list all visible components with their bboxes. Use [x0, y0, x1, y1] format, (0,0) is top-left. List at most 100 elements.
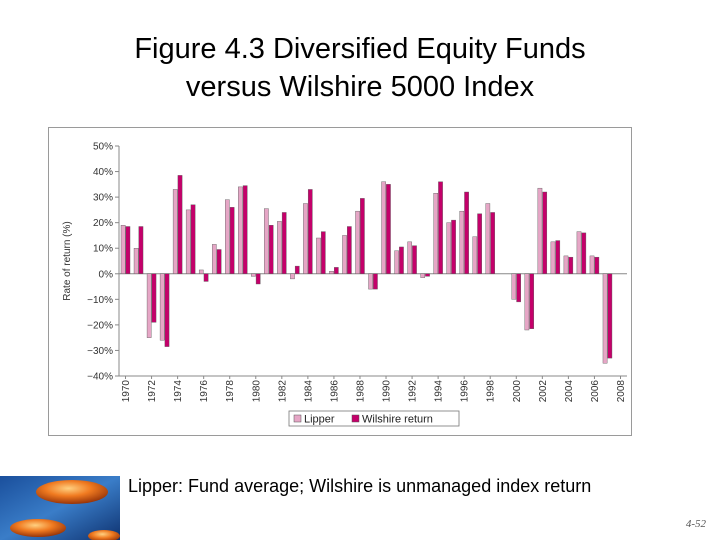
wilshire-bar-1982 — [281, 212, 287, 274]
wilshire-bar-1989 — [373, 273, 378, 290]
lipper-bar-1979 — [238, 186, 243, 274]
wilshire-bar-1986 — [334, 267, 339, 274]
wilshire-bar-1996 — [464, 191, 469, 274]
lipper-bar-1991 — [394, 250, 399, 274]
y-tick-label: 40% — [93, 167, 113, 178]
lipper-bar-1983 — [290, 273, 295, 280]
y-tick-label: 20% — [93, 218, 113, 229]
lipper-bar-2006 — [589, 255, 595, 274]
x-tick-label: 1972 — [147, 380, 158, 403]
x-tick-label: 1974 — [173, 380, 184, 403]
y-tick-label: 0% — [99, 269, 114, 280]
wilshire-bar-1980 — [255, 273, 261, 285]
wilshire-bar-1973 — [164, 273, 170, 347]
x-tick-label: 1980 — [251, 380, 262, 403]
wilshire-bar-1995 — [451, 219, 456, 274]
wilshire-bar-1991 — [399, 246, 404, 274]
wilshire-bar-2001 — [529, 273, 535, 329]
slide-title-line-2: versus Wilshire 5000 Index — [185, 71, 535, 103]
y-axis-label: Rate of return (%) — [62, 221, 73, 300]
lipper-bar-1998 — [485, 203, 491, 274]
lipper-bar-1971 — [133, 248, 139, 274]
wilshire-bar-1988 — [360, 198, 365, 274]
lipper-bar-1996 — [459, 210, 465, 274]
wilshire-bar-1975 — [190, 204, 196, 274]
slide-title: Figure 4.3 Diversified Equity Funds vers… — [60, 30, 660, 106]
x-tick-label: 1986 — [329, 380, 340, 403]
wilshire-bar-2005 — [581, 232, 587, 274]
x-tick-label: 2008 — [616, 380, 627, 403]
legend-swatch-wilshire — [351, 414, 360, 423]
lipper-bar-2003 — [550, 241, 556, 274]
lipper-bar-1977 — [211, 244, 217, 274]
x-tick-label: 1988 — [355, 380, 366, 403]
legend-label-lipper: Lipper — [304, 414, 335, 426]
legend-label-wilshire: Wilshire return — [362, 414, 433, 426]
wilshire-bar-2003 — [555, 240, 561, 274]
y-tick-label: 50% — [93, 142, 113, 153]
lipper-bar-2002 — [537, 187, 543, 274]
x-tick-label: 1976 — [199, 380, 210, 403]
wilshire-bar-2006 — [594, 256, 600, 274]
lipper-bar-1994 — [433, 193, 439, 274]
wilshire-bar-2007 — [607, 273, 613, 359]
lipper-bar-1997 — [472, 236, 478, 274]
decorative-stones-image — [0, 476, 120, 542]
lipper-bar-1985 — [316, 237, 321, 274]
wilshire-bar-1983 — [294, 265, 300, 274]
wilshire-bar-1997 — [477, 213, 482, 274]
wilshire-bar-1992 — [412, 245, 417, 274]
x-tick-label: 1996 — [460, 380, 471, 403]
wilshire-bar-1981 — [268, 225, 274, 274]
lipper-bar-1976 — [198, 269, 204, 274]
lipper-bar-1982 — [277, 221, 282, 274]
lipper-bar-1995 — [446, 222, 452, 274]
wilshire-bar-2004 — [568, 256, 574, 274]
wilshire-bar-2002 — [542, 191, 548, 274]
y-tick-label: −20% — [87, 320, 113, 331]
wilshire-bar-1994 — [438, 181, 443, 274]
wilshire-bar-1976 — [203, 273, 209, 282]
slide-title-line-1: Figure 4.3 Diversified Equity Funds — [134, 33, 586, 65]
x-tick-label: 1992 — [408, 380, 419, 403]
x-tick-label: 1970 — [121, 380, 132, 403]
wilshire-bar-1998 — [490, 212, 495, 274]
lipper-bar-1990 — [381, 181, 386, 274]
x-tick-label: 1982 — [277, 380, 288, 403]
lipper-bar-1993 — [420, 273, 426, 278]
legend-swatch-lipper — [293, 414, 302, 423]
returns-bar-chart: Rate of return (%) 50% 40% 30% 20% 10% 0% −10% −… — [62, 142, 627, 427]
lipper-bar-1992 — [407, 241, 412, 274]
chart-frame: Rate of return (%) 50% 40% 30% 20% 10% 0% −10% −… — [48, 127, 632, 436]
lipper-bar-1970 — [120, 225, 126, 274]
x-tick-label: 1978 — [225, 380, 236, 403]
lipper-bar-1972 — [146, 273, 152, 338]
lipper-bar-1981 — [264, 208, 269, 274]
y-tick-label: −10% — [87, 295, 113, 306]
page-number: 4-52 — [685, 518, 706, 530]
wilshire-bar-1990 — [386, 184, 391, 274]
lipper-bar-1980 — [251, 273, 256, 277]
x-tick-label: 2000 — [512, 380, 523, 403]
x-tick-label: 1994 — [434, 380, 445, 403]
x-tick-label: 1998 — [486, 380, 497, 403]
x-tick-label: 1984 — [303, 380, 314, 403]
wilshire-bar-1987 — [347, 226, 352, 274]
wilshire-bar-1974 — [177, 175, 183, 274]
lipper-bar-1975 — [185, 209, 191, 274]
lipper-bar-1978 — [225, 199, 230, 274]
wilshire-bar-2000 — [516, 273, 521, 303]
lipper-bar-2000 — [511, 273, 517, 300]
lipper-bar-1989 — [368, 273, 373, 290]
wilshire-bar-1978 — [229, 207, 235, 274]
wilshire-bar-1979 — [242, 185, 248, 274]
lipper-bar-1973 — [159, 273, 165, 341]
lipper-bar-1984 — [303, 203, 308, 274]
y-tick-label: 10% — [93, 244, 113, 255]
lipper-bar-2007 — [602, 273, 608, 364]
y-tick-label: −40% — [87, 372, 113, 383]
lipper-bar-1987 — [342, 235, 347, 274]
y-tick-label: −30% — [87, 346, 113, 357]
wilshire-bar-1971 — [138, 226, 144, 274]
lipper-bar-1986 — [329, 271, 334, 274]
